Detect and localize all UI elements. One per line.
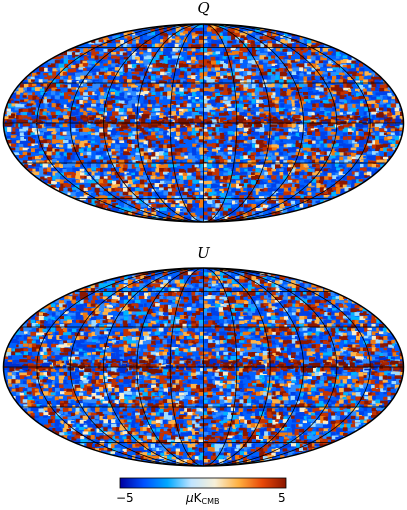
- graticule: [3, 23, 404, 223]
- colorbar-unit-main: K: [193, 491, 202, 505]
- map-outline: [2, 267, 405, 467]
- q-map-title: Q: [197, 0, 210, 17]
- colorbar-gradient: [119, 477, 287, 489]
- q-polarization-map: [2, 23, 405, 223]
- colorbar-unit-prefix: μ: [186, 491, 194, 505]
- u-map-title: U: [197, 244, 210, 262]
- colorbar-min-label: −5: [116, 491, 134, 505]
- colorbar: [119, 477, 287, 489]
- colorbar-max-label: 5: [278, 491, 286, 505]
- colorbar-unit-label: μKCMB: [186, 491, 220, 509]
- graticule: [3, 267, 404, 467]
- u-polarization-map: [2, 267, 405, 467]
- colorbar-unit-sub: CMB: [201, 497, 220, 506]
- map-outline: [2, 23, 405, 223]
